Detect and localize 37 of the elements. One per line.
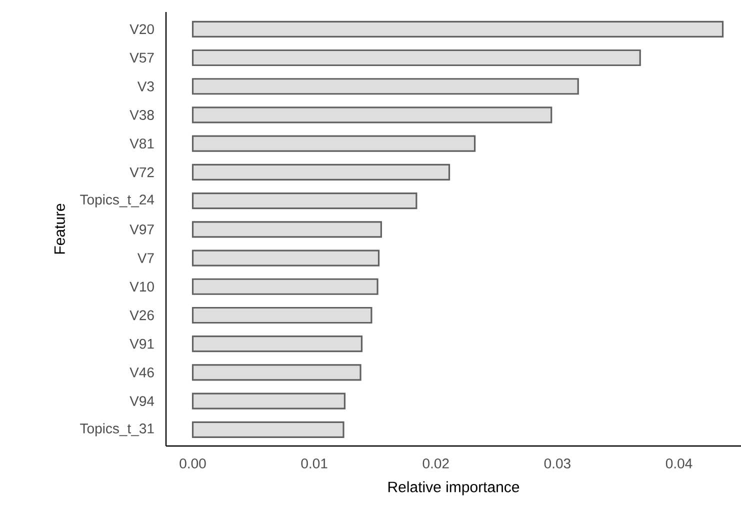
- bar: [192, 106, 552, 124]
- x-tick-label: 0.01: [301, 458, 328, 468]
- bar: [192, 278, 378, 295]
- y-tick-label: V72: [130, 167, 154, 178]
- y-tick-label: V26: [130, 310, 154, 320]
- bar: [192, 221, 382, 238]
- y-tick-label: V57: [130, 52, 154, 63]
- x-tick-label: 0.04: [666, 458, 692, 468]
- bar: [192, 49, 641, 66]
- x-axis-title: Relative importance: [388, 481, 520, 496]
- x-tick-label: 0.00: [180, 458, 206, 468]
- bar: [192, 192, 418, 210]
- y-tick-label: Topics_t_31: [80, 423, 154, 436]
- y-tick-label: V81: [130, 138, 154, 149]
- y-tick-label: V10: [130, 282, 154, 292]
- bar: [192, 135, 476, 152]
- y-axis-title: Feature: [54, 204, 65, 254]
- y-tick-label: V97: [130, 224, 154, 234]
- bar: [192, 250, 380, 266]
- y-tick-label: V46: [130, 368, 154, 378]
- bar: [192, 20, 724, 38]
- bar: [192, 336, 363, 352]
- y-tick-label: V91: [130, 338, 154, 349]
- y-tick-label: V94: [130, 396, 154, 406]
- y-tick-label: V3: [137, 81, 154, 92]
- bar: [192, 421, 344, 438]
- y-tick-label: V7: [137, 253, 154, 263]
- bar: [192, 392, 346, 410]
- bar: [192, 364, 362, 381]
- y-tick-label: V38: [130, 110, 154, 120]
- y-tick-label: V20: [130, 24, 154, 34]
- bar: [192, 306, 372, 324]
- bar: [192, 164, 450, 180]
- x-tick-label: 0.02: [422, 458, 449, 468]
- x-tick-label: 0.03: [544, 458, 570, 468]
- bar: [192, 78, 579, 95]
- y-tick-label: Topics_t_24: [80, 194, 154, 208]
